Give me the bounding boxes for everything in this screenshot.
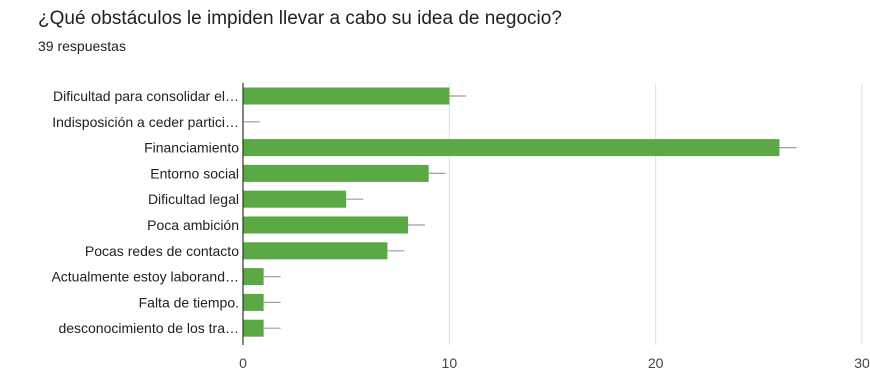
bar [243, 87, 450, 105]
bar [243, 319, 264, 337]
response-count: 39 respuestas [38, 38, 126, 54]
category-label: Poca ambición [147, 217, 239, 233]
category-label: desconocimiento de los tra… [58, 320, 239, 336]
x-tick-label: 10 [442, 355, 458, 371]
bar [243, 164, 429, 182]
bar [243, 216, 409, 234]
category-label: Financiamiento [144, 140, 239, 156]
category-label: Dificultad legal [148, 191, 239, 207]
category-label: Entorno social [150, 165, 239, 181]
chart-title: ¿Qué obstáculos le impiden llevar a cabo… [38, 8, 562, 29]
x-tick-label: 30 [854, 355, 870, 371]
bar [243, 293, 264, 311]
category-label: Indisposición a ceder partici… [52, 114, 239, 130]
bar [243, 268, 264, 286]
category-label: Falta de tiempo. [139, 294, 239, 310]
bar [243, 242, 388, 260]
x-tick-label: 20 [648, 355, 664, 371]
category-label: Pocas redes de contacto [85, 243, 239, 259]
x-tick-label: 0 [239, 355, 247, 371]
bar [243, 190, 347, 208]
category-label: Actualmente estoy laborand… [51, 269, 239, 285]
category-label: Dificultad para consolidar el… [53, 88, 239, 104]
bar [243, 139, 780, 157]
